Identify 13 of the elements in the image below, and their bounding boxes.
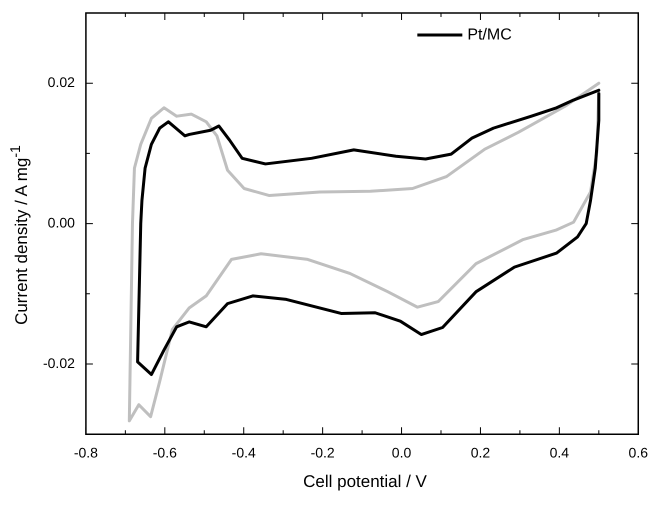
x-tick-label: -0.2 — [310, 444, 335, 460]
y-tick-label: 0.02 — [48, 74, 76, 90]
x-tick-label: -0.8 — [74, 444, 98, 460]
x-tick-label: 0.2 — [470, 444, 490, 460]
y-tick-label: -0.02 — [42, 354, 76, 371]
x-tick-label: -0.6 — [152, 444, 178, 460]
x-tick-label: 0.6 — [628, 444, 648, 460]
x-tick-label: -0.4 — [232, 444, 256, 460]
legend-label: Pt/MC — [467, 26, 512, 44]
y-tick-label: 0.00 — [48, 214, 76, 230]
x-axis-title: Cell potential / V — [303, 472, 427, 492]
x-tick-label: 0.0 — [392, 444, 412, 460]
x-tick-label: 0.4 — [550, 444, 570, 460]
